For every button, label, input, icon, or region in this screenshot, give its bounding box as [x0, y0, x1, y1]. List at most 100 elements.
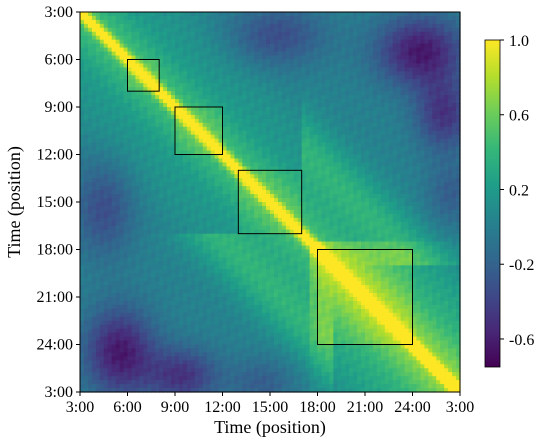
- heatmap-cell: [218, 27, 224, 33]
- heatmap-cell: [400, 87, 406, 92]
- heatmap-cell: [301, 154, 307, 160]
- heatmap-cell: [214, 55, 220, 61]
- heatmap-cell: [368, 154, 374, 160]
- heatmap-cell: [127, 122, 133, 128]
- heatmap-cell: [250, 55, 255, 61]
- heatmap-cell: [456, 27, 461, 33]
- heatmap-cell: [293, 79, 299, 84]
- heatmap-cell: [428, 174, 433, 179]
- heatmap-cell: [432, 150, 437, 156]
- heatmap-cell: [206, 27, 212, 33]
- heatmap-cell: [416, 67, 422, 72]
- heatmap-cell: [206, 71, 212, 76]
- heatmap-cell: [281, 43, 287, 49]
- heatmap-cell: [226, 213, 232, 219]
- heatmap-cell: [238, 158, 243, 164]
- heatmap-cell: [432, 63, 437, 69]
- heatmap-cell: [107, 39, 113, 45]
- heatmap-cell: [440, 166, 445, 171]
- heatmap-cell: [226, 51, 232, 57]
- heatmap-cell: [171, 71, 176, 76]
- heatmap-cell: [345, 130, 350, 136]
- heatmap-cell: [210, 83, 216, 88]
- heatmap-cell: [309, 43, 315, 49]
- heatmap-cell: [281, 122, 287, 128]
- heatmap-cell: [218, 162, 224, 167]
- heatmap-cell: [111, 186, 117, 191]
- heatmap-cell: [372, 138, 378, 144]
- heatmap-cell: [412, 182, 418, 187]
- heatmap-cell: [380, 91, 386, 96]
- heatmap-cell: [297, 118, 303, 124]
- heatmap-cell: [123, 12, 129, 17]
- heatmap-cell: [329, 75, 334, 80]
- heatmap-cell: [372, 55, 378, 61]
- heatmap-cell: [262, 205, 267, 211]
- heatmap-cell: [258, 51, 263, 57]
- heatmap-cell: [384, 130, 390, 136]
- heatmap-cell: [313, 182, 319, 187]
- heatmap-cell: [313, 170, 319, 175]
- heatmap-cell: [266, 126, 271, 132]
- heatmap-cell: [242, 91, 247, 96]
- heatmap-cell: [297, 150, 303, 156]
- heatmap-cell: [384, 142, 390, 148]
- heatmap-cell: [234, 134, 239, 140]
- heatmap-cell: [182, 114, 188, 120]
- heatmap-cell: [238, 63, 243, 69]
- heatmap-cell: [222, 99, 228, 104]
- heatmap-cell: [456, 178, 461, 183]
- heatmap-cell: [230, 75, 235, 80]
- heatmap-cell: [99, 19, 105, 25]
- heatmap-cell: [321, 43, 327, 49]
- heatmap-cell: [107, 83, 113, 88]
- heatmap-cell: [234, 213, 239, 219]
- heatmap-cell: [270, 209, 275, 215]
- heatmap-cell: [202, 194, 208, 199]
- heatmap-cell: [436, 103, 441, 108]
- heatmap-cell: [186, 198, 192, 203]
- heatmap-cell: [182, 134, 188, 140]
- heatmap-cell: [91, 110, 97, 116]
- heatmap-cell: [396, 27, 402, 33]
- heatmap-cell: [167, 19, 172, 25]
- heatmap-cell: [159, 126, 164, 132]
- heatmap-cell: [329, 35, 334, 41]
- heatmap-cell: [329, 126, 334, 132]
- heatmap-cell: [273, 75, 279, 80]
- heatmap-cell: [392, 110, 398, 116]
- heatmap-cell: [190, 162, 196, 167]
- heatmap-cell: [412, 134, 418, 140]
- heatmap-cell: [115, 67, 121, 72]
- heatmap-cell: [353, 23, 358, 29]
- heatmap-cell: [167, 107, 172, 112]
- heatmap-cell: [206, 182, 212, 187]
- heatmap-cell: [163, 39, 168, 45]
- heatmap-cell: [337, 23, 342, 29]
- heatmap-cell: [115, 83, 121, 88]
- heatmap-cell: [182, 71, 188, 76]
- heatmap-cell: [313, 134, 319, 140]
- heatmap-cell: [321, 55, 327, 61]
- heatmap-cell: [99, 39, 105, 45]
- heatmap-cell: [444, 209, 449, 215]
- heatmap-cell: [297, 39, 303, 45]
- heatmap-cell: [293, 134, 299, 140]
- heatmap-cell: [452, 170, 457, 175]
- heatmap-cell: [293, 182, 299, 187]
- heatmap-cell: [293, 107, 299, 112]
- heatmap-cell: [285, 95, 291, 100]
- heatmap-cell: [317, 110, 323, 116]
- heatmap-cell: [123, 190, 129, 195]
- heatmap-cell: [277, 91, 283, 96]
- heatmap-cell: [416, 198, 422, 203]
- heatmap-cell: [313, 138, 319, 144]
- heatmap-cell: [115, 39, 121, 45]
- heatmap-cell: [428, 134, 433, 140]
- heatmap-cell: [258, 47, 263, 53]
- heatmap-cell: [131, 213, 137, 219]
- heatmap-cell: [436, 114, 441, 120]
- heatmap-cell: [131, 190, 137, 195]
- heatmap-cell: [127, 209, 133, 215]
